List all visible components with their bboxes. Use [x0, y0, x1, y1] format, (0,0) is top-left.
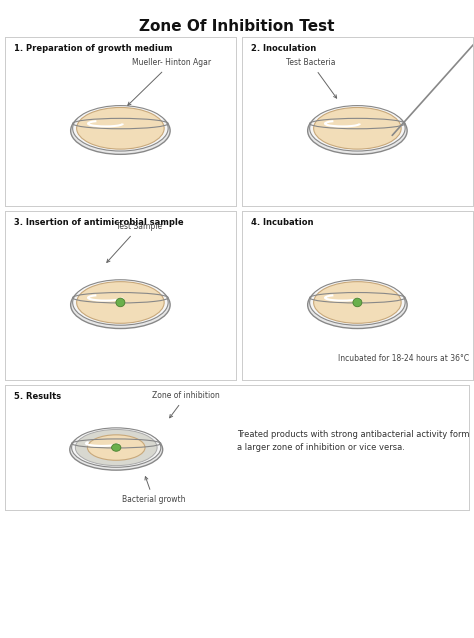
Ellipse shape	[308, 281, 407, 329]
Ellipse shape	[111, 444, 121, 451]
Text: Test Sample: Test Sample	[107, 223, 162, 262]
Ellipse shape	[73, 105, 168, 151]
Ellipse shape	[72, 428, 161, 467]
Ellipse shape	[73, 279, 168, 325]
Text: 2. Inoculation: 2. Inoculation	[251, 44, 316, 53]
Ellipse shape	[314, 281, 401, 323]
Text: 1. Preparation of growth medium: 1. Preparation of growth medium	[14, 44, 173, 53]
Ellipse shape	[87, 435, 145, 460]
Text: Zone Of Inhibition Test: Zone Of Inhibition Test	[139, 19, 335, 34]
Text: Incubated for 18-24 hours at 36°C: Incubated for 18-24 hours at 36°C	[338, 353, 469, 363]
Ellipse shape	[75, 429, 157, 466]
Text: Zone of inhibition: Zone of inhibition	[152, 391, 220, 418]
Ellipse shape	[71, 281, 170, 329]
Text: 3. Insertion of antimicrobial sample: 3. Insertion of antimicrobial sample	[14, 218, 183, 227]
Ellipse shape	[71, 107, 170, 154]
Text: 5. Results: 5. Results	[14, 392, 61, 401]
Ellipse shape	[70, 429, 163, 470]
Ellipse shape	[310, 279, 405, 325]
Ellipse shape	[308, 107, 407, 154]
Text: Treated products with strong antibacterial activity form
a larger zone of inhibi: Treated products with strong antibacteri…	[237, 430, 470, 452]
Ellipse shape	[314, 107, 401, 149]
Ellipse shape	[353, 298, 362, 307]
Ellipse shape	[310, 105, 405, 151]
Text: Bacterial growth: Bacterial growth	[122, 477, 185, 504]
Text: Test Bacteria: Test Bacteria	[286, 59, 337, 98]
Ellipse shape	[77, 281, 164, 323]
Ellipse shape	[116, 298, 125, 307]
Text: Mueller- Hinton Agar: Mueller- Hinton Agar	[128, 59, 211, 105]
Ellipse shape	[77, 107, 164, 149]
Text: 4. Incubation: 4. Incubation	[251, 218, 313, 227]
